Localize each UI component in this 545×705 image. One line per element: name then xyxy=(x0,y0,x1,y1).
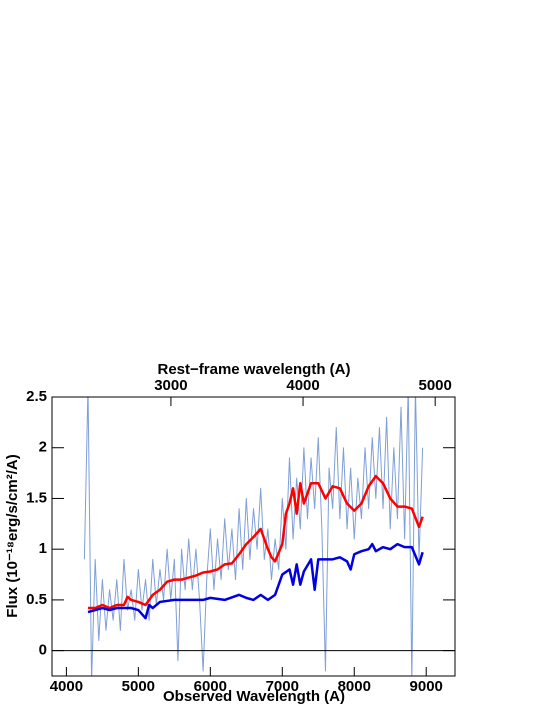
y-tick-label: 2 xyxy=(39,439,47,456)
spectrum-line xyxy=(87,474,424,610)
top-tick-label: 4000 xyxy=(286,377,319,394)
y-tick-label: 1 xyxy=(39,540,47,557)
top-tick-label: 5000 xyxy=(418,377,451,394)
top-axis-title: Rest−frame wavelength (A) xyxy=(158,361,351,378)
x-tick-label: 5000 xyxy=(122,678,155,695)
y-axis-title: Flux (10⁻¹⁸erg/s/cm²/A) xyxy=(4,454,21,617)
x-axis-title: Observed Wavelength (A) xyxy=(163,688,345,705)
y-tick-label: 2.5 xyxy=(26,388,47,405)
x-tick-label: 7000 xyxy=(266,678,299,695)
spectrum-line xyxy=(87,542,424,620)
plot-area xyxy=(83,397,424,676)
y-tick-label: 0.5 xyxy=(26,591,47,608)
plot-frame xyxy=(51,396,456,677)
y-tick-label: 0 xyxy=(39,642,47,659)
y-tick-label: 1.5 xyxy=(26,489,47,506)
top-tick-label: 3000 xyxy=(154,377,187,394)
x-tick-label: 8000 xyxy=(338,678,371,695)
x-tick-label: 9000 xyxy=(410,678,443,695)
spectrum-line xyxy=(83,397,424,676)
x-tick-label: 4000 xyxy=(50,678,83,695)
x-tick-label: 6000 xyxy=(194,678,227,695)
